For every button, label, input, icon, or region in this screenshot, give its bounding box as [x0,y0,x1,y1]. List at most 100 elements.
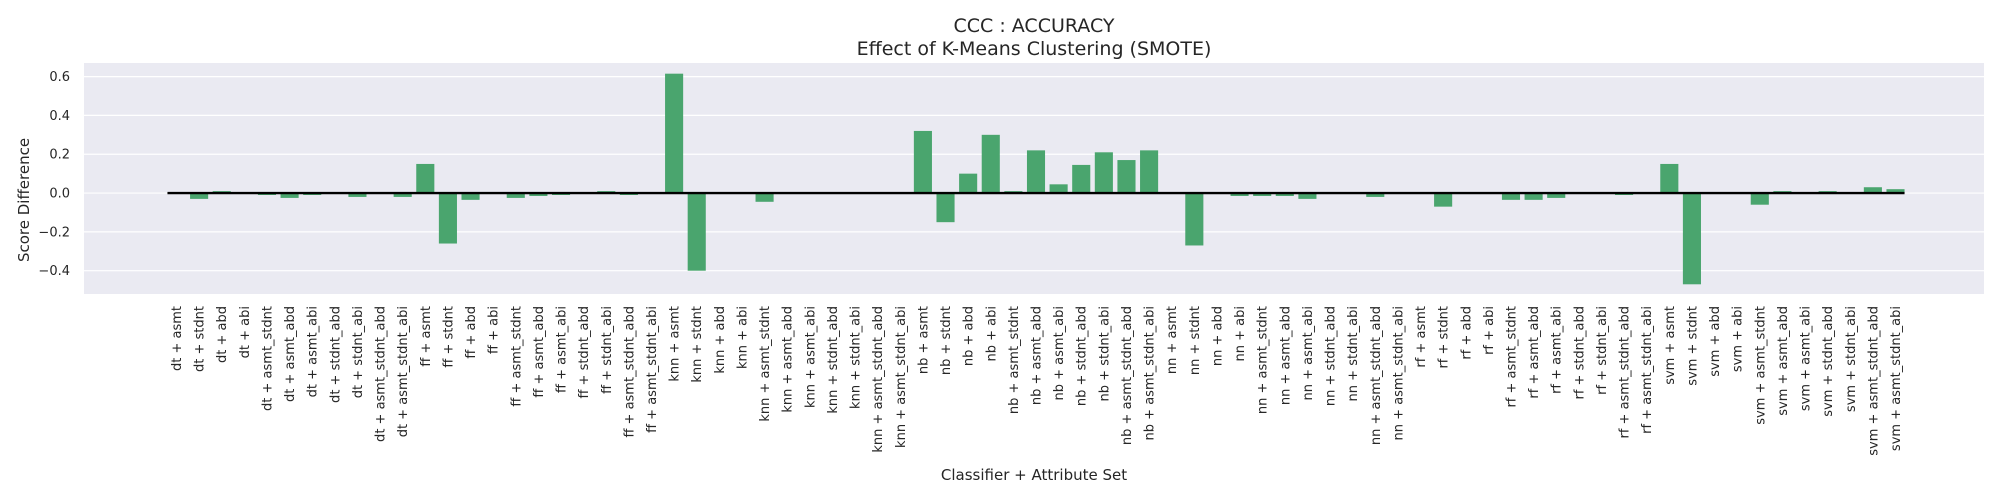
y-tick-label: −0.4 [38,264,70,279]
x-tick-label: nb + asmt_stdnt_abi [1143,306,1158,440]
x-tick-label: nb + asmt_stdnt [1007,306,1022,414]
x-tick-label: dt + abd [215,306,230,363]
x-tick-label: nb + abi [984,306,999,361]
x-axis-title: Classifier + Attribute Set [941,466,1127,484]
x-tick-label: svm + asmt [1663,306,1678,385]
x-tick-label: ff + asmt_abd [532,306,547,398]
bar [914,131,932,193]
x-tick-label: nn + asmt_stdnt_abi [1391,306,1406,440]
x-tick-label: ff + stdnt [441,306,456,368]
bar [665,74,683,193]
x-tick-label: rf + abi [1482,306,1497,355]
bar [1140,150,1158,193]
y-tick-label: −0.2 [38,225,70,240]
x-tick-label: nb + abd [962,306,977,366]
x-tick-label: knn + stdnt_abd [826,306,841,414]
x-tick-label: dt + asmt_stdnt_abd [374,306,389,442]
bar [756,193,774,202]
bar [1095,152,1113,193]
x-tick-label: nb + stdnt_abi [1097,306,1112,401]
x-tick-label: knn + stdnt [690,306,705,383]
bar [1117,160,1135,193]
x-tick-label: ff + asmt_stdnt_abd [622,306,637,438]
x-tick-label: nn + asmt_stdnt [1256,306,1271,414]
x-tick-label: dt + asmt_abd [283,306,298,402]
bar [688,193,706,271]
x-tick-label: nn + stdnt_abd [1324,306,1339,406]
bar [416,164,434,193]
x-tick-label: dt + abi [238,306,253,358]
x-tick-label: svm + stdnt_abi [1844,306,1859,412]
x-tick-label: nb + stdnt_abd [1075,306,1090,406]
x-tick-label: ff + abd [464,306,479,359]
x-tick-label: rf + asmt_stdnt_abi [1640,306,1655,434]
x-tick-label: svm + asmt_stdnt_abi [1889,306,1904,451]
bar [439,193,457,243]
x-tick-label: nn + abi [1233,306,1248,361]
x-tick-label: nb + asmt_stdnt_abd [1120,306,1135,445]
x-tick-label: nn + asmt_stdnt_abd [1369,306,1384,445]
x-tick-label: nn + asmt [1165,306,1180,374]
y-tick-label: 0.0 [49,187,70,202]
x-tick-label: svm + abd [1708,306,1723,377]
x-tick-label: knn + abi [735,306,750,369]
x-tick-label: svm + asmt_stdnt_abd [1866,306,1881,456]
x-tick-label: knn + asmt_stdnt_abd [871,306,886,453]
x-tick-label: nb + asmt [916,306,931,374]
x-tick-label: knn + abd [713,306,728,374]
x-tick-label: nb + asmt_abd [1030,306,1045,405]
x-tick-label: nn + stdnt [1188,306,1203,375]
x-tick-label: nb + stdnt [939,306,954,375]
bar [936,193,954,222]
x-tick-label: svm + stdnt [1685,306,1700,386]
x-tick-label: dt + asmt_abi [306,306,321,397]
x-tick-label: nb + asmt_abi [1052,306,1067,400]
x-tick-label: rf + abd [1459,306,1474,360]
x-tick-label: nn + asmt_abd [1278,306,1293,405]
x-tick-label: svm + asmt_abi [1799,306,1814,411]
y-axis-title: Score Difference [15,138,33,262]
x-tick-label: knn + stdnt_abi [849,306,864,409]
x-tick-label: rf + asmt_stdnt [1504,306,1519,408]
bar [1660,164,1678,193]
x-tick-label: rf + stdnt [1437,306,1452,369]
x-tick-label: knn + asmt_stdnt_abi [894,306,909,448]
x-tick-label: dt + asmt_stdnt_abi [396,306,411,437]
x-tick-label: knn + asmt_abi [803,306,818,408]
x-tick-label: rf + stdnt_abd [1572,306,1587,400]
x-tick-label: rf + asmt_abi [1550,306,1565,394]
x-tick-label: svm + abi [1731,306,1746,372]
bar [1185,193,1203,245]
y-tick-label: 0.6 [49,70,70,85]
y-tick-label: 0.2 [49,148,70,163]
x-tick-label: dt + asmt [170,306,185,371]
x-tick-label: knn + asmt_abd [781,306,796,413]
x-tick-label: ff + abi [487,306,502,354]
x-tick-label: ff + stdnt_abd [577,306,592,399]
x-tick-label: svm + asmt_stdnt [1753,306,1768,425]
x-tick-label: rf + asmt [1414,306,1429,368]
x-tick-label: dt + stdnt_abi [351,306,366,398]
x-tick-label: rf + stdnt_abi [1595,306,1610,395]
bar [1751,193,1769,205]
x-tick-label: rf + asmt_abd [1527,306,1542,399]
chart-subtitle: Effect of K-Means Clustering (SMOTE) [857,38,1212,60]
x-tick-label: knn + asmt [668,306,683,382]
x-tick-label: ff + asmt_abi [555,306,570,393]
x-tick-label: dt + asmt_stdnt [260,306,275,411]
x-tick-label: nn + abd [1210,306,1225,366]
bar [1434,193,1452,207]
x-tick-label: ff + asmt [419,306,434,367]
x-tick-label: nn + asmt_abi [1301,306,1316,400]
bar [1050,184,1068,193]
x-tick-label: ff + stdnt_abi [600,306,615,394]
x-tick-label: dt + stdnt_abd [328,306,343,403]
chart-title: CCC : ACCURACY [953,15,1114,37]
x-tick-label: svm + stdnt_abd [1821,306,1836,417]
bar [1027,150,1045,193]
x-tick-label: knn + asmt_stdnt [758,306,773,422]
x-tick-label: rf + asmt_stdnt_abd [1618,306,1633,439]
